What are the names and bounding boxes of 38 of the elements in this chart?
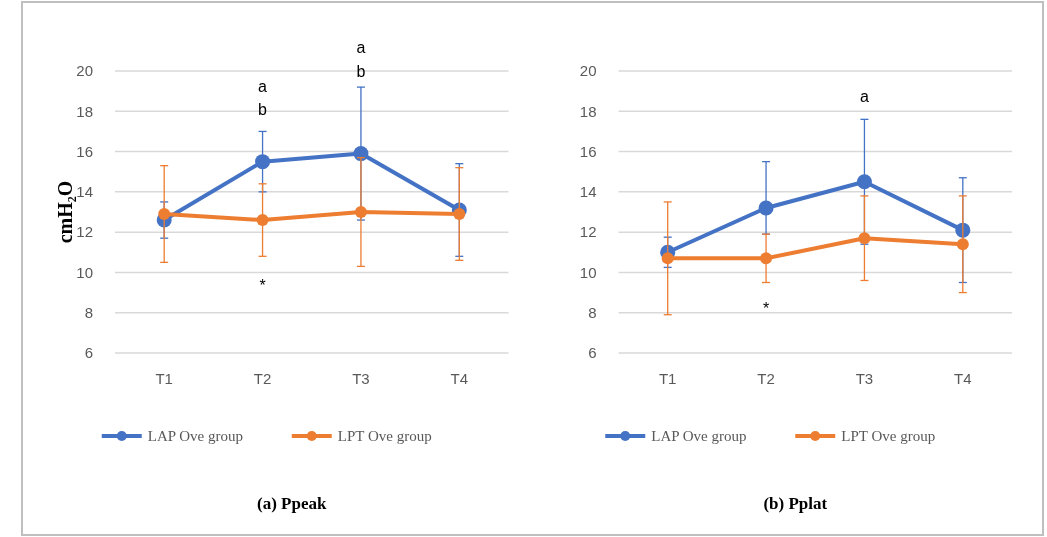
legend-label: LAP Ove group	[651, 428, 747, 445]
y-axis-title: cmH₂O	[54, 180, 76, 244]
annotation: *	[259, 276, 266, 294]
y-tick-label: 20	[579, 62, 597, 80]
y-tick-label: 20	[76, 62, 93, 80]
y-tick-label: 8	[84, 303, 93, 321]
legend-label: LPT Ove group	[841, 428, 936, 445]
y-tick-label: 6	[588, 344, 597, 362]
annotation: b	[258, 100, 268, 118]
y-tick-label: 12	[76, 223, 93, 241]
x-tick-label: T2	[253, 370, 272, 387]
y-tick-label: 10	[579, 263, 597, 281]
y-tick-label: 14	[579, 183, 597, 201]
y-tick-label: 12	[579, 223, 597, 241]
y-tick-label: 10	[76, 263, 93, 281]
x-tick-label: T1	[155, 370, 173, 387]
legend-label: LPT Ove group	[337, 428, 432, 445]
y-tick-label: 18	[579, 102, 597, 120]
y-tick-label: 16	[579, 142, 597, 160]
x-tick-label: T3	[352, 370, 370, 387]
annotation: a	[258, 77, 268, 95]
x-tick-label: T2	[757, 370, 775, 387]
annotation: *	[762, 299, 770, 317]
x-tick-label: T1	[658, 370, 677, 387]
legend-label: LAP Ove group	[147, 428, 244, 445]
y-tick-label: 6	[84, 344, 93, 362]
annotation: b	[356, 62, 366, 80]
y-tick-label: 14	[76, 183, 93, 201]
y-tick-label: 18	[76, 102, 93, 120]
annotation: a	[859, 87, 869, 105]
text: (a) Ppeak	[257, 494, 327, 513]
x-tick-label: T4	[954, 370, 972, 387]
text: (b) Pplat	[763, 494, 828, 513]
text: a	[356, 38, 366, 56]
x-tick-label: T3	[855, 370, 874, 387]
y-tick-label: 8	[588, 303, 597, 321]
x-tick-label: T4	[450, 370, 469, 387]
y-tick-label: 16	[76, 142, 93, 160]
